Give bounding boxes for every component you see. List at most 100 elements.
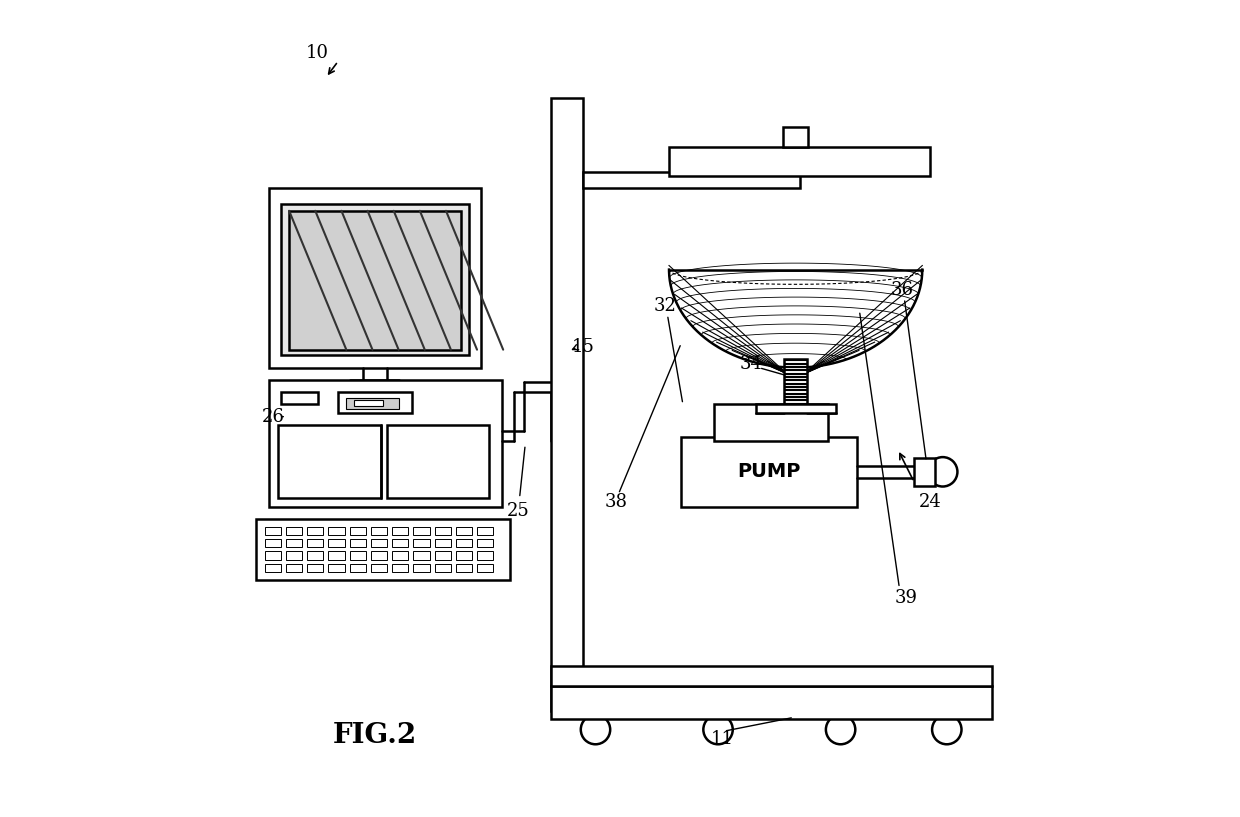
Text: 11: 11 [711,730,734,748]
Bar [286,564,303,572]
Bar [456,564,472,572]
Bar [413,564,429,572]
Bar [387,425,490,498]
Text: 15: 15 [572,338,595,356]
Bar [784,360,807,363]
Bar [346,398,399,408]
Bar [551,98,583,711]
Bar [681,437,857,507]
Bar [371,539,387,547]
Bar [755,404,836,413]
Bar [350,539,366,547]
Bar [289,211,461,350]
Text: 24: 24 [919,493,942,511]
Bar [350,551,366,560]
Bar [413,539,429,547]
Bar [456,551,472,560]
Bar [784,397,807,400]
Bar [784,410,807,413]
Bar [371,564,387,572]
Circle shape [703,715,733,744]
Bar [784,387,807,390]
Bar [784,373,807,376]
Bar [434,539,451,547]
Text: 25: 25 [506,502,529,520]
Bar [279,425,381,498]
Bar [392,527,408,535]
Bar [434,527,451,535]
Bar [456,539,472,547]
Bar [350,527,366,535]
Bar [281,204,469,355]
Bar [392,564,408,572]
Bar [413,527,429,535]
Circle shape [932,715,961,744]
Bar [784,391,807,393]
Bar [670,147,930,176]
Bar [257,519,510,580]
Bar [784,127,808,147]
Bar [269,380,501,507]
Text: 32: 32 [653,297,676,315]
Circle shape [826,715,856,744]
Bar [308,564,324,572]
Text: 26: 26 [262,408,284,426]
Bar [264,527,281,535]
Bar [784,377,807,379]
Bar [329,564,345,572]
Bar [784,370,807,373]
Bar [784,394,807,396]
Bar [477,527,494,535]
Bar [329,551,345,560]
Text: 34: 34 [739,355,763,373]
Circle shape [580,715,610,744]
Bar [784,359,807,413]
Bar [784,404,807,406]
Bar [551,666,992,686]
Bar [355,400,383,406]
Bar [264,551,281,560]
Bar [308,527,324,535]
Bar [477,539,494,547]
Text: 36: 36 [890,281,914,299]
Bar [329,527,345,535]
Bar [784,407,807,409]
Bar [477,551,494,560]
Bar [434,564,451,572]
Bar [784,400,807,403]
Bar [339,392,412,413]
Bar [583,172,800,188]
Bar [784,364,807,366]
Text: FIG.2: FIG.2 [332,721,417,749]
Bar [371,551,387,560]
Bar [308,551,324,560]
Bar [264,539,281,547]
Circle shape [928,458,957,487]
Bar [392,551,408,560]
Bar [286,551,303,560]
Bar [392,539,408,547]
Bar [264,564,281,572]
Text: 38: 38 [604,493,627,511]
Bar [456,527,472,535]
Bar [286,527,303,535]
Text: 39: 39 [894,589,918,607]
Bar [784,381,807,382]
Bar [281,392,317,404]
Bar [371,527,387,535]
Bar [286,539,303,547]
Bar [434,551,451,560]
Text: 10: 10 [306,44,329,62]
Bar [714,404,828,441]
Bar [413,551,429,560]
Bar [551,686,992,719]
Bar [784,367,807,369]
Text: PUMP: PUMP [738,462,801,481]
Bar [269,188,481,368]
Bar [784,384,807,386]
Bar [308,539,324,547]
Bar [914,458,935,486]
Bar [477,564,494,572]
Bar [350,564,366,572]
Bar [329,539,345,547]
